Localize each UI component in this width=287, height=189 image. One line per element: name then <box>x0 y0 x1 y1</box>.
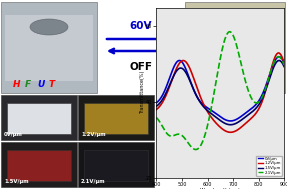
Ellipse shape <box>30 19 68 35</box>
Text: F: F <box>25 80 31 89</box>
Y-axis label: Transmittance(%): Transmittance(%) <box>139 71 145 114</box>
Ellipse shape <box>210 17 260 37</box>
Text: H: H <box>13 80 20 89</box>
X-axis label: Wavelength(nm): Wavelength(nm) <box>200 188 241 189</box>
Bar <box>78 95 154 140</box>
Bar <box>1 95 77 140</box>
Text: U: U <box>220 80 227 89</box>
Text: 0V/μm: 0V/μm <box>4 132 23 137</box>
Text: F: F <box>208 80 214 89</box>
Bar <box>189 17 281 81</box>
Text: U: U <box>37 80 44 89</box>
Text: 2.1V/μm: 2.1V/μm <box>81 179 106 184</box>
Bar <box>1 142 77 187</box>
Text: T: T <box>49 80 55 89</box>
Ellipse shape <box>217 21 253 33</box>
Bar <box>5 15 93 81</box>
Bar <box>78 142 154 187</box>
Bar <box>185 2 285 93</box>
Legend: 0V/μm, 1.2V/μm, 1.5V/μm, 2.1V/μm: 0V/μm, 1.2V/μm, 1.5V/μm, 2.1V/μm <box>256 156 282 176</box>
Bar <box>7 103 71 134</box>
Bar <box>1 2 97 93</box>
Text: 60V: 60V <box>130 21 152 31</box>
Text: 1.5V/μm: 1.5V/μm <box>4 179 29 184</box>
Bar <box>84 103 148 134</box>
Text: T: T <box>232 80 238 89</box>
Bar <box>84 150 148 181</box>
Text: OFF: OFF <box>129 62 152 72</box>
Text: 1.2V/μm: 1.2V/μm <box>81 132 106 137</box>
Bar <box>7 150 71 181</box>
Text: H: H <box>196 80 203 89</box>
